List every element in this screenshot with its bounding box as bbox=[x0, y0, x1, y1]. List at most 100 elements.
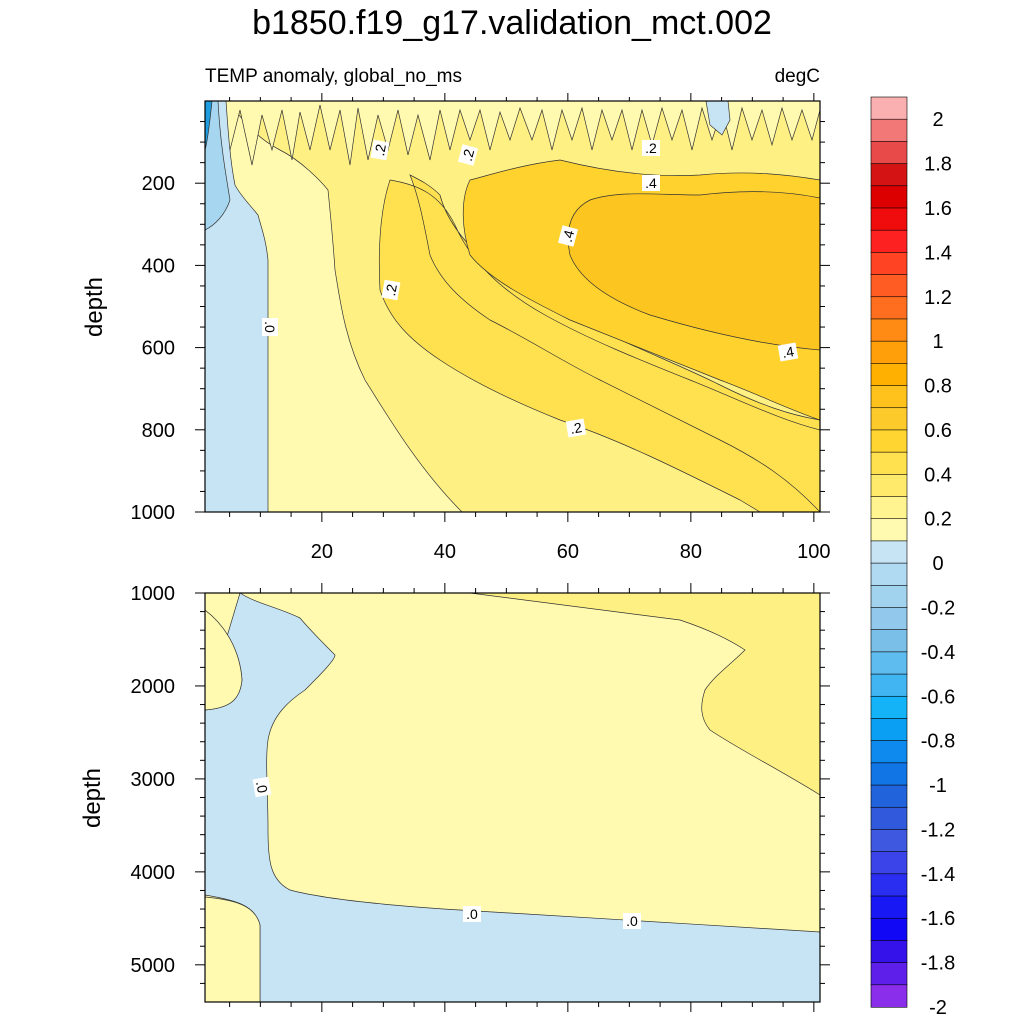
colorbar-swatch bbox=[870, 651, 908, 675]
colorbar-swatch bbox=[870, 540, 908, 564]
x-tick-label: 100 bbox=[797, 541, 830, 563]
upper-left-label: TEMP anomaly, global_no_ms bbox=[205, 66, 462, 87]
colorbar-label: -0.2 bbox=[921, 597, 955, 619]
contour-label: .0 bbox=[253, 780, 271, 794]
colorbar-label: 0.4 bbox=[924, 464, 952, 486]
colorbar-swatch bbox=[870, 762, 908, 786]
upper-ticks: 20 40 60 80 100 200 400 600 800 1000 bbox=[131, 93, 831, 563]
colorbar-label: -0.8 bbox=[921, 731, 955, 753]
colorbar-swatch bbox=[870, 296, 908, 320]
upper-contour-fills bbox=[205, 101, 820, 512]
region-0-0.1-lower-bottom bbox=[205, 896, 261, 1002]
colorbar-label: -1 bbox=[929, 775, 947, 797]
y-tick-label: 5000 bbox=[131, 955, 176, 977]
region-0.2-0.3 bbox=[378, 174, 820, 512]
colorbar-swatch bbox=[870, 451, 908, 475]
contour-label: .0 bbox=[466, 906, 478, 922]
contour-label: .0 bbox=[262, 321, 278, 333]
colorbar-swatch bbox=[870, 229, 908, 253]
colorbar-swatch bbox=[870, 141, 908, 165]
colorbar-swatch bbox=[870, 118, 908, 142]
colorbar-label: 1.4 bbox=[924, 242, 952, 264]
colorbar-swatch bbox=[870, 518, 908, 542]
colorbar: 2 1.8 1.6 1.4 1.2 1 0.8 0.6 0.4 0.2 0 -0.2 -0.4 -0.6 -… bbox=[870, 96, 955, 1019]
colorbar-swatch bbox=[870, 917, 908, 942]
colorbar-label: -2 bbox=[929, 997, 947, 1019]
colorbar-swatch bbox=[870, 695, 908, 720]
contour-label: .4 bbox=[559, 228, 578, 244]
region-0-0.1 bbox=[205, 101, 463, 512]
contour-label: .2 bbox=[569, 419, 583, 437]
y-tick-label: 1000 bbox=[131, 502, 176, 524]
region-0-0.1-lower-left bbox=[205, 609, 243, 711]
colorbar-label: 0.8 bbox=[924, 376, 952, 398]
lower-ticks: 1000 2000 3000 4000 5000 bbox=[131, 583, 830, 1012]
lower-panel: .0 .0 .0 depth 1000 2000 3000 4000 5000 bbox=[79, 583, 830, 1012]
y-tick-label: 200 bbox=[142, 173, 175, 195]
lower-y-axis-label: depth bbox=[79, 768, 106, 828]
colorbar-swatch bbox=[870, 363, 908, 387]
x-tick-label: 20 bbox=[311, 541, 333, 563]
x-tick-label: 60 bbox=[557, 541, 579, 563]
colorbar-swatch bbox=[870, 562, 908, 586]
y-tick-label: 2000 bbox=[131, 676, 176, 698]
x-tick-label: 80 bbox=[680, 541, 702, 563]
colorbar-label: 2 bbox=[932, 109, 943, 131]
contour-label: .2 bbox=[371, 143, 389, 157]
y-tick-label: 4000 bbox=[131, 862, 176, 884]
colorbar-label: -1.4 bbox=[921, 864, 955, 886]
colorbar-label: -0.4 bbox=[921, 642, 955, 664]
contour-label: .2 bbox=[382, 283, 400, 297]
page-title: b1850.f19_g17.validation_mct.002 bbox=[252, 4, 772, 42]
colorbar-label: 0 bbox=[932, 553, 943, 575]
colorbar-swatch bbox=[870, 407, 908, 431]
colorbar-label: -1.8 bbox=[921, 953, 955, 975]
lower-contour-labels: .0 .0 .0 bbox=[252, 776, 641, 929]
colorbar-swatch bbox=[870, 984, 908, 1008]
colorbar-label: -1.6 bbox=[921, 908, 955, 930]
upper-y-axis-label: depth bbox=[81, 277, 108, 337]
region-0.4-0.5 bbox=[567, 191, 820, 351]
colorbar-swatch bbox=[870, 851, 908, 875]
colorbar-swatch bbox=[870, 318, 908, 342]
colorbar-swatch bbox=[870, 429, 908, 453]
colorbar-swatch bbox=[870, 207, 908, 231]
colorbar-swatch bbox=[870, 340, 908, 364]
contour-label: .4 bbox=[645, 175, 657, 191]
upper-contour-labels: .2 .2 .2 .4 .4 .0 .2 .2 .4 bbox=[262, 139, 799, 438]
upper-right-label: degC bbox=[775, 66, 820, 87]
colorbar-swatch bbox=[870, 385, 908, 409]
contour-label: .0 bbox=[626, 913, 638, 929]
colorbar-swatch bbox=[870, 806, 908, 831]
colorbar-swatch bbox=[870, 784, 908, 808]
colorbar-swatch bbox=[870, 474, 908, 498]
region-0-0.1-top bbox=[214, 101, 820, 166]
colorbar-swatch bbox=[870, 274, 908, 298]
colorbar-swatch bbox=[870, 718, 908, 742]
colorbar-label: 0.2 bbox=[924, 509, 952, 531]
colorbar-label: 1.6 bbox=[924, 198, 952, 220]
colorbar-swatch bbox=[870, 962, 908, 986]
colorbar-swatch bbox=[870, 740, 908, 764]
colorbar-swatch bbox=[870, 496, 908, 520]
y-tick-label: 1000 bbox=[131, 583, 176, 605]
x-tick-label: 40 bbox=[434, 541, 456, 563]
colorbar-swatch bbox=[870, 873, 908, 897]
colorbar-label: 1 bbox=[932, 331, 943, 353]
colorbar-swatch bbox=[870, 163, 908, 187]
region-0.1-0.2-lower bbox=[469, 593, 820, 796]
colorbar-swatch bbox=[870, 584, 908, 609]
region-neg-0.2-0.1 bbox=[205, 101, 231, 231]
colorbar-swatch bbox=[870, 829, 908, 853]
colorbar-label: -0.6 bbox=[921, 686, 955, 708]
colorbar-swatch bbox=[870, 673, 908, 697]
contour-label: .2 bbox=[459, 147, 478, 163]
colorbar-swatch bbox=[870, 185, 908, 209]
colorbar-swatch bbox=[870, 895, 908, 919]
y-tick-label: 800 bbox=[142, 420, 175, 442]
colorbar-swatch bbox=[870, 96, 908, 120]
y-tick-label: 400 bbox=[142, 255, 175, 277]
colorbar-label: 1.2 bbox=[924, 287, 952, 309]
y-tick-label: 600 bbox=[142, 338, 175, 360]
